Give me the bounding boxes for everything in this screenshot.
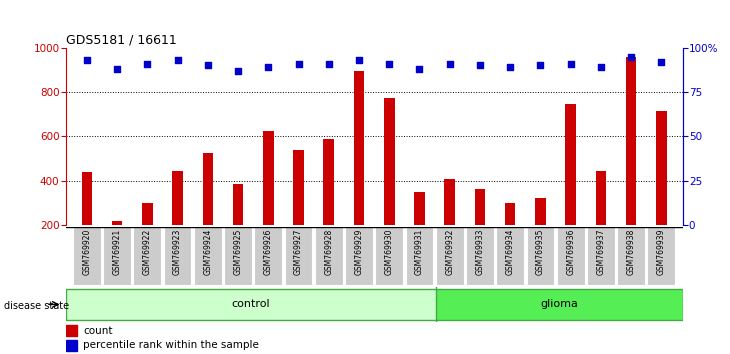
Text: control: control [231, 299, 270, 309]
Point [444, 61, 456, 67]
Bar [474, 189, 485, 269]
Bar [315, 227, 342, 285]
Bar [414, 192, 425, 269]
Bar [557, 227, 585, 285]
Text: GSM769923: GSM769923 [173, 228, 182, 275]
Bar [293, 149, 304, 269]
Point [656, 59, 667, 65]
Bar [103, 227, 131, 285]
Bar [505, 202, 515, 269]
Bar [82, 172, 92, 269]
Bar [565, 104, 576, 269]
Text: GSM769929: GSM769929 [355, 228, 364, 275]
Text: count: count [83, 326, 112, 336]
Point [323, 61, 334, 67]
Text: disease state: disease state [4, 301, 69, 311]
Bar [254, 227, 283, 285]
Text: GSM769937: GSM769937 [596, 228, 605, 275]
Point [534, 63, 546, 68]
Text: GSM769921: GSM769921 [112, 228, 122, 275]
Bar [285, 227, 312, 285]
Text: GDS5181 / 16611: GDS5181 / 16611 [66, 34, 177, 47]
Text: GSM769938: GSM769938 [626, 228, 636, 275]
Bar [172, 171, 183, 269]
Bar [354, 71, 364, 269]
Text: GSM769922: GSM769922 [143, 228, 152, 275]
Point [81, 57, 93, 63]
Point [595, 64, 607, 70]
Point [172, 57, 183, 63]
Bar [375, 227, 403, 285]
Point [504, 64, 516, 70]
Bar [142, 202, 153, 269]
Bar [618, 227, 645, 285]
Point [353, 57, 365, 63]
Bar [263, 131, 274, 269]
Bar [323, 138, 334, 269]
Text: GSM769939: GSM769939 [657, 228, 666, 275]
Point [626, 54, 637, 59]
Bar [164, 227, 191, 285]
Bar [112, 222, 123, 269]
Bar [436, 289, 683, 320]
Bar [66, 340, 77, 351]
Point [383, 61, 395, 67]
Bar [445, 179, 455, 269]
Point [232, 68, 244, 74]
Point [293, 61, 304, 67]
Text: GSM769931: GSM769931 [415, 228, 424, 275]
Bar [596, 171, 606, 269]
Text: GSM769936: GSM769936 [566, 228, 575, 275]
Bar [384, 98, 394, 269]
Bar [648, 227, 675, 285]
Point [111, 66, 123, 72]
Text: GSM769935: GSM769935 [536, 228, 545, 275]
Bar [66, 325, 77, 336]
Point [202, 63, 214, 68]
Point [263, 64, 274, 70]
Text: GSM769925: GSM769925 [234, 228, 242, 275]
Bar [587, 227, 615, 285]
Point [142, 61, 153, 67]
Bar [66, 289, 436, 320]
Text: GSM769930: GSM769930 [385, 228, 393, 275]
Bar [345, 227, 373, 285]
Text: glioma: glioma [540, 299, 578, 309]
Bar [496, 227, 524, 285]
Bar [436, 227, 464, 285]
Bar [626, 57, 637, 269]
Bar [73, 227, 101, 285]
Bar [466, 227, 494, 285]
Text: GSM769924: GSM769924 [204, 228, 212, 275]
Text: GSM769934: GSM769934 [506, 228, 515, 275]
Point [414, 66, 426, 72]
Text: GSM769928: GSM769928 [324, 228, 334, 275]
Text: GSM769920: GSM769920 [82, 228, 91, 275]
Bar [233, 184, 243, 269]
Point [565, 61, 577, 67]
Text: percentile rank within the sample: percentile rank within the sample [83, 340, 259, 350]
Bar [656, 111, 666, 269]
Bar [134, 227, 161, 285]
Text: GSM769926: GSM769926 [264, 228, 273, 275]
Point [474, 63, 485, 68]
Text: GSM769927: GSM769927 [294, 228, 303, 275]
Bar [535, 198, 546, 269]
Text: GSM769932: GSM769932 [445, 228, 454, 275]
Bar [224, 227, 252, 285]
Bar [194, 227, 222, 285]
Text: GSM769933: GSM769933 [475, 228, 485, 275]
Bar [406, 227, 434, 285]
Bar [526, 227, 554, 285]
Bar [202, 153, 213, 269]
